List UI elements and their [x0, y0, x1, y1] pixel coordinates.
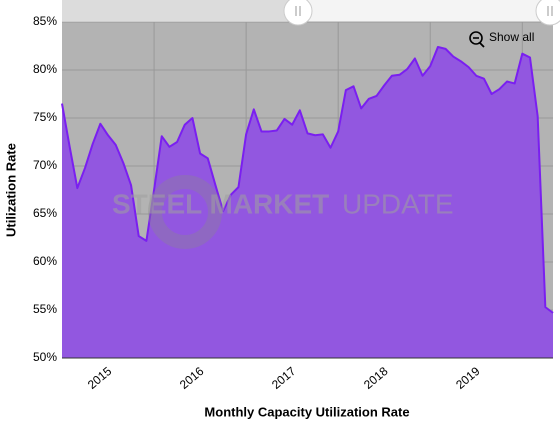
y-tick-label: 60%: [33, 254, 57, 268]
line: [61, 45, 554, 314]
y-axis-title: Utilization Rate: [3, 143, 18, 237]
y-tick-label: 70%: [33, 158, 57, 172]
navigator-handle[interactable]: [535, 0, 560, 26]
navigator-selection[interactable]: [298, 0, 553, 21]
watermark-logo: [148, 175, 222, 249]
y-tick-label: 55%: [33, 302, 57, 316]
x-tick-label: 2017: [269, 364, 299, 392]
navigator-track[interactable]: [62, 0, 298, 21]
x-tick-label: 2018: [361, 364, 391, 392]
watermark-text: STEEL MARKET: [112, 188, 329, 219]
x-tick-label: 2015: [85, 364, 115, 392]
y-tick-label: 50%: [33, 350, 57, 364]
x-tick-label: 2019: [453, 364, 483, 392]
navigator-handle[interactable]: [283, 0, 313, 26]
y-tick-label: 65%: [33, 206, 57, 220]
y-tick-label: 85%: [33, 14, 57, 28]
watermark-text: UPDATE: [342, 188, 454, 219]
x-axis-title: Monthly Capacity Utilization Rate: [204, 404, 409, 419]
show-all-label[interactable]: Show all: [489, 30, 534, 44]
show-all-button[interactable]: Show all: [469, 30, 534, 48]
watermark: STEEL MARKET UPDATE: [112, 175, 454, 249]
y-tick-label: 80%: [33, 62, 57, 76]
x-tick-label: 2016: [177, 364, 207, 392]
y-tick-label: 75%: [33, 110, 57, 124]
